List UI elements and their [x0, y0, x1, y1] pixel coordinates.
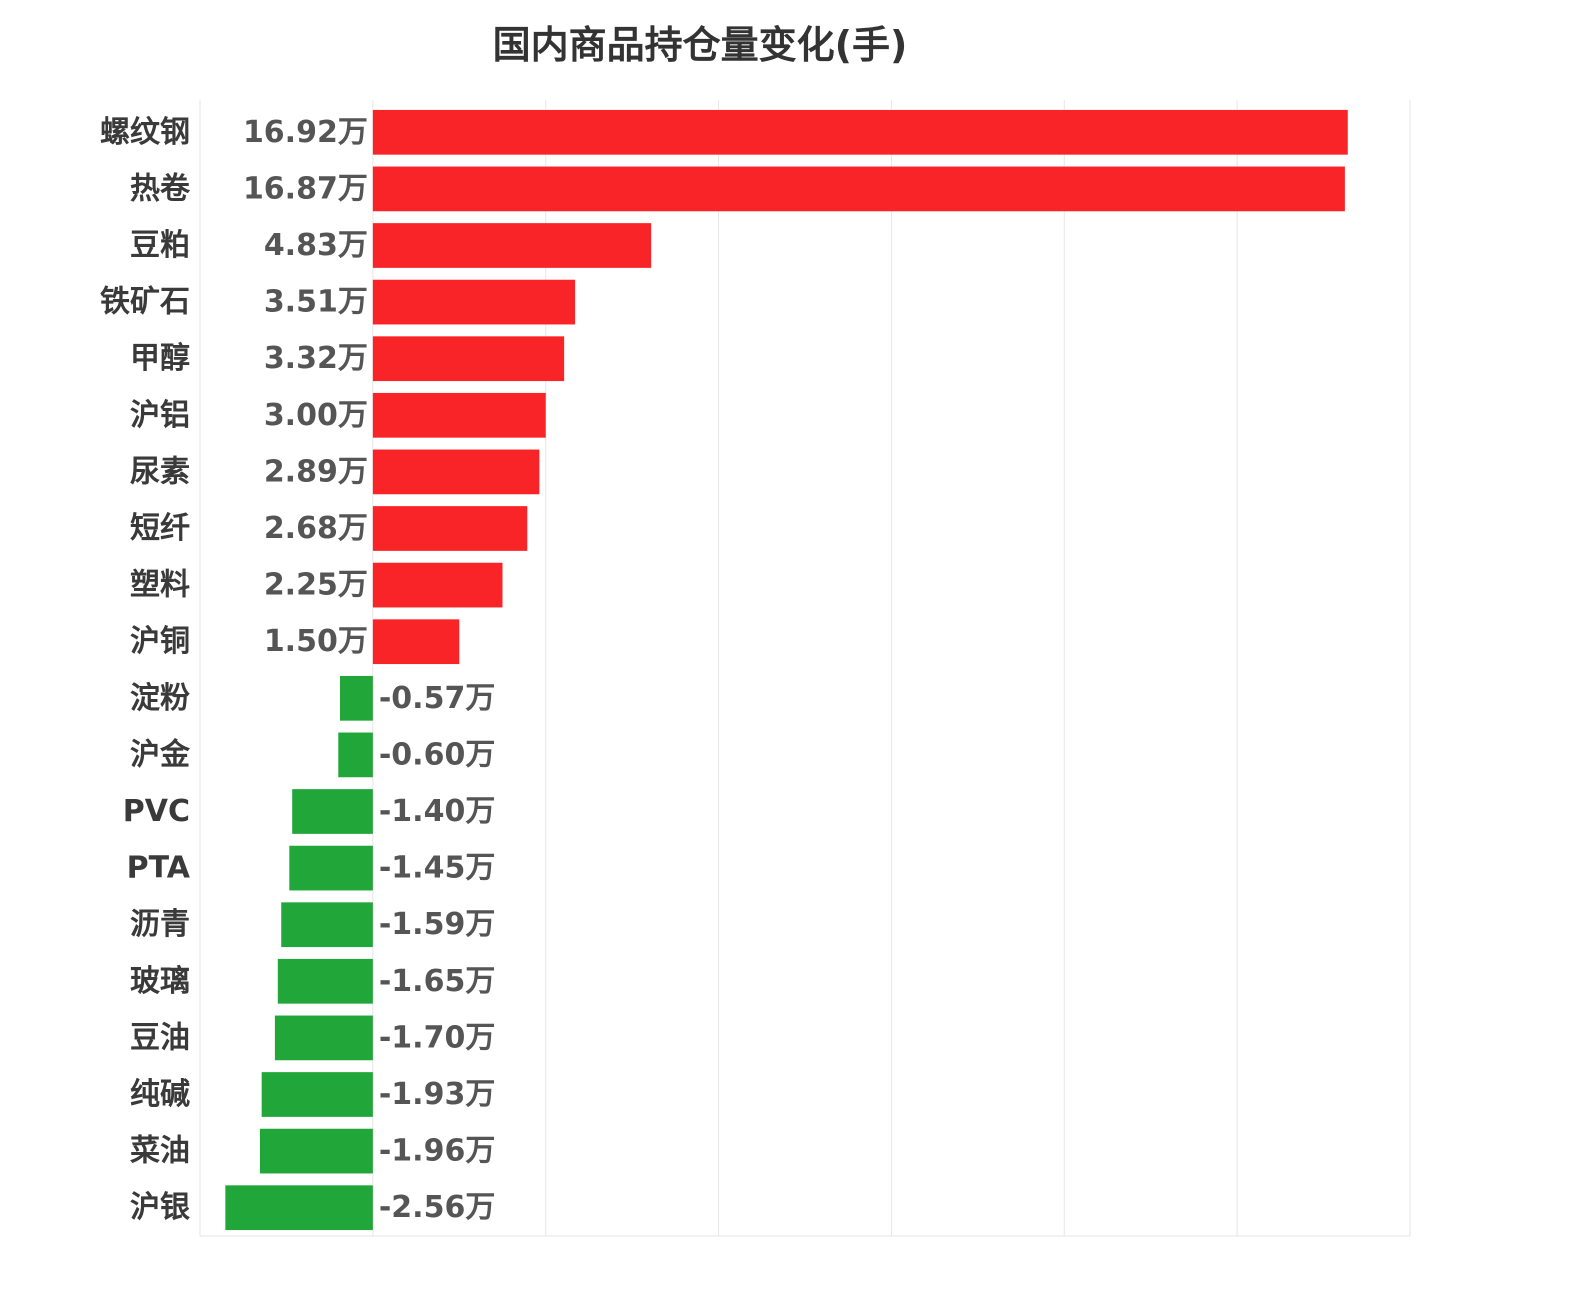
category-label: PVC: [123, 794, 190, 829]
bar: [372, 166, 1345, 212]
value-label: -1.93万: [379, 1077, 495, 1112]
bar: [372, 392, 546, 438]
category-label: 纯碱: [130, 1077, 190, 1112]
value-label: -1.40万: [379, 794, 495, 829]
category-label: 铁矿石: [100, 285, 190, 320]
category-label: 塑料: [130, 568, 190, 603]
value-label: -2.56万: [379, 1190, 495, 1225]
value-label: -0.60万: [379, 737, 495, 772]
bar: [338, 732, 373, 778]
bar: [372, 506, 528, 551]
bar: [340, 675, 373, 721]
bar: [281, 902, 373, 948]
category-label: 菜油: [130, 1134, 190, 1169]
bar: [372, 109, 1348, 155]
category-label: 尿素: [130, 454, 190, 489]
category-label: 玻璃: [130, 964, 190, 999]
value-label: -1.65万: [379, 964, 495, 999]
value-label: 3.00万: [264, 398, 368, 433]
bar: [372, 562, 503, 608]
bar: [259, 1128, 373, 1174]
bar: [372, 449, 540, 495]
bar: [277, 958, 373, 1004]
bar: [289, 845, 373, 891]
category-label: 沪铜: [130, 624, 190, 659]
category-label: 沥青: [130, 907, 190, 942]
chart-title: 国内商品持仓量变化(手): [492, 23, 908, 67]
value-label: 2.68万: [264, 511, 368, 546]
category-label: 淀粉: [130, 681, 190, 716]
category-label: 热卷: [130, 171, 191, 206]
bar: [261, 1072, 373, 1117]
value-label: -1.96万: [379, 1134, 495, 1169]
bars: [225, 109, 1348, 1231]
category-label: PTA: [127, 851, 191, 886]
bar: [372, 279, 576, 325]
grid-lines: [199, 100, 1411, 1237]
bar: [372, 223, 652, 268]
value-label: 3.51万: [264, 285, 368, 320]
category-label: 沪铝: [130, 398, 190, 433]
category-label: 沪金: [130, 737, 191, 772]
category-label: 螺纹钢: [100, 115, 190, 150]
category-label: 沪银: [130, 1190, 190, 1225]
value-label: 1.50万: [264, 624, 368, 659]
value-label: 16.87万: [243, 171, 368, 206]
value-label: 3.32万: [264, 341, 368, 376]
value-label: 16.92万: [243, 115, 368, 150]
category-label: 短纤: [130, 511, 190, 546]
value-label: 2.25万: [264, 568, 368, 603]
bar: [274, 1015, 373, 1061]
bar: [372, 336, 565, 382]
value-label: 4.83万: [264, 228, 368, 263]
bar: [225, 1185, 373, 1231]
value-label: 2.89万: [264, 454, 368, 489]
category-label: 豆油: [130, 1020, 190, 1055]
value-label: -1.45万: [379, 851, 495, 886]
value-label: -1.59万: [379, 907, 495, 942]
value-label: -0.57万: [379, 681, 495, 716]
bar: [372, 619, 460, 665]
bar: [292, 789, 373, 834]
category-label: 豆粕: [130, 228, 190, 263]
category-label: 甲醇: [130, 341, 190, 376]
value-label: -1.70万: [379, 1020, 495, 1055]
